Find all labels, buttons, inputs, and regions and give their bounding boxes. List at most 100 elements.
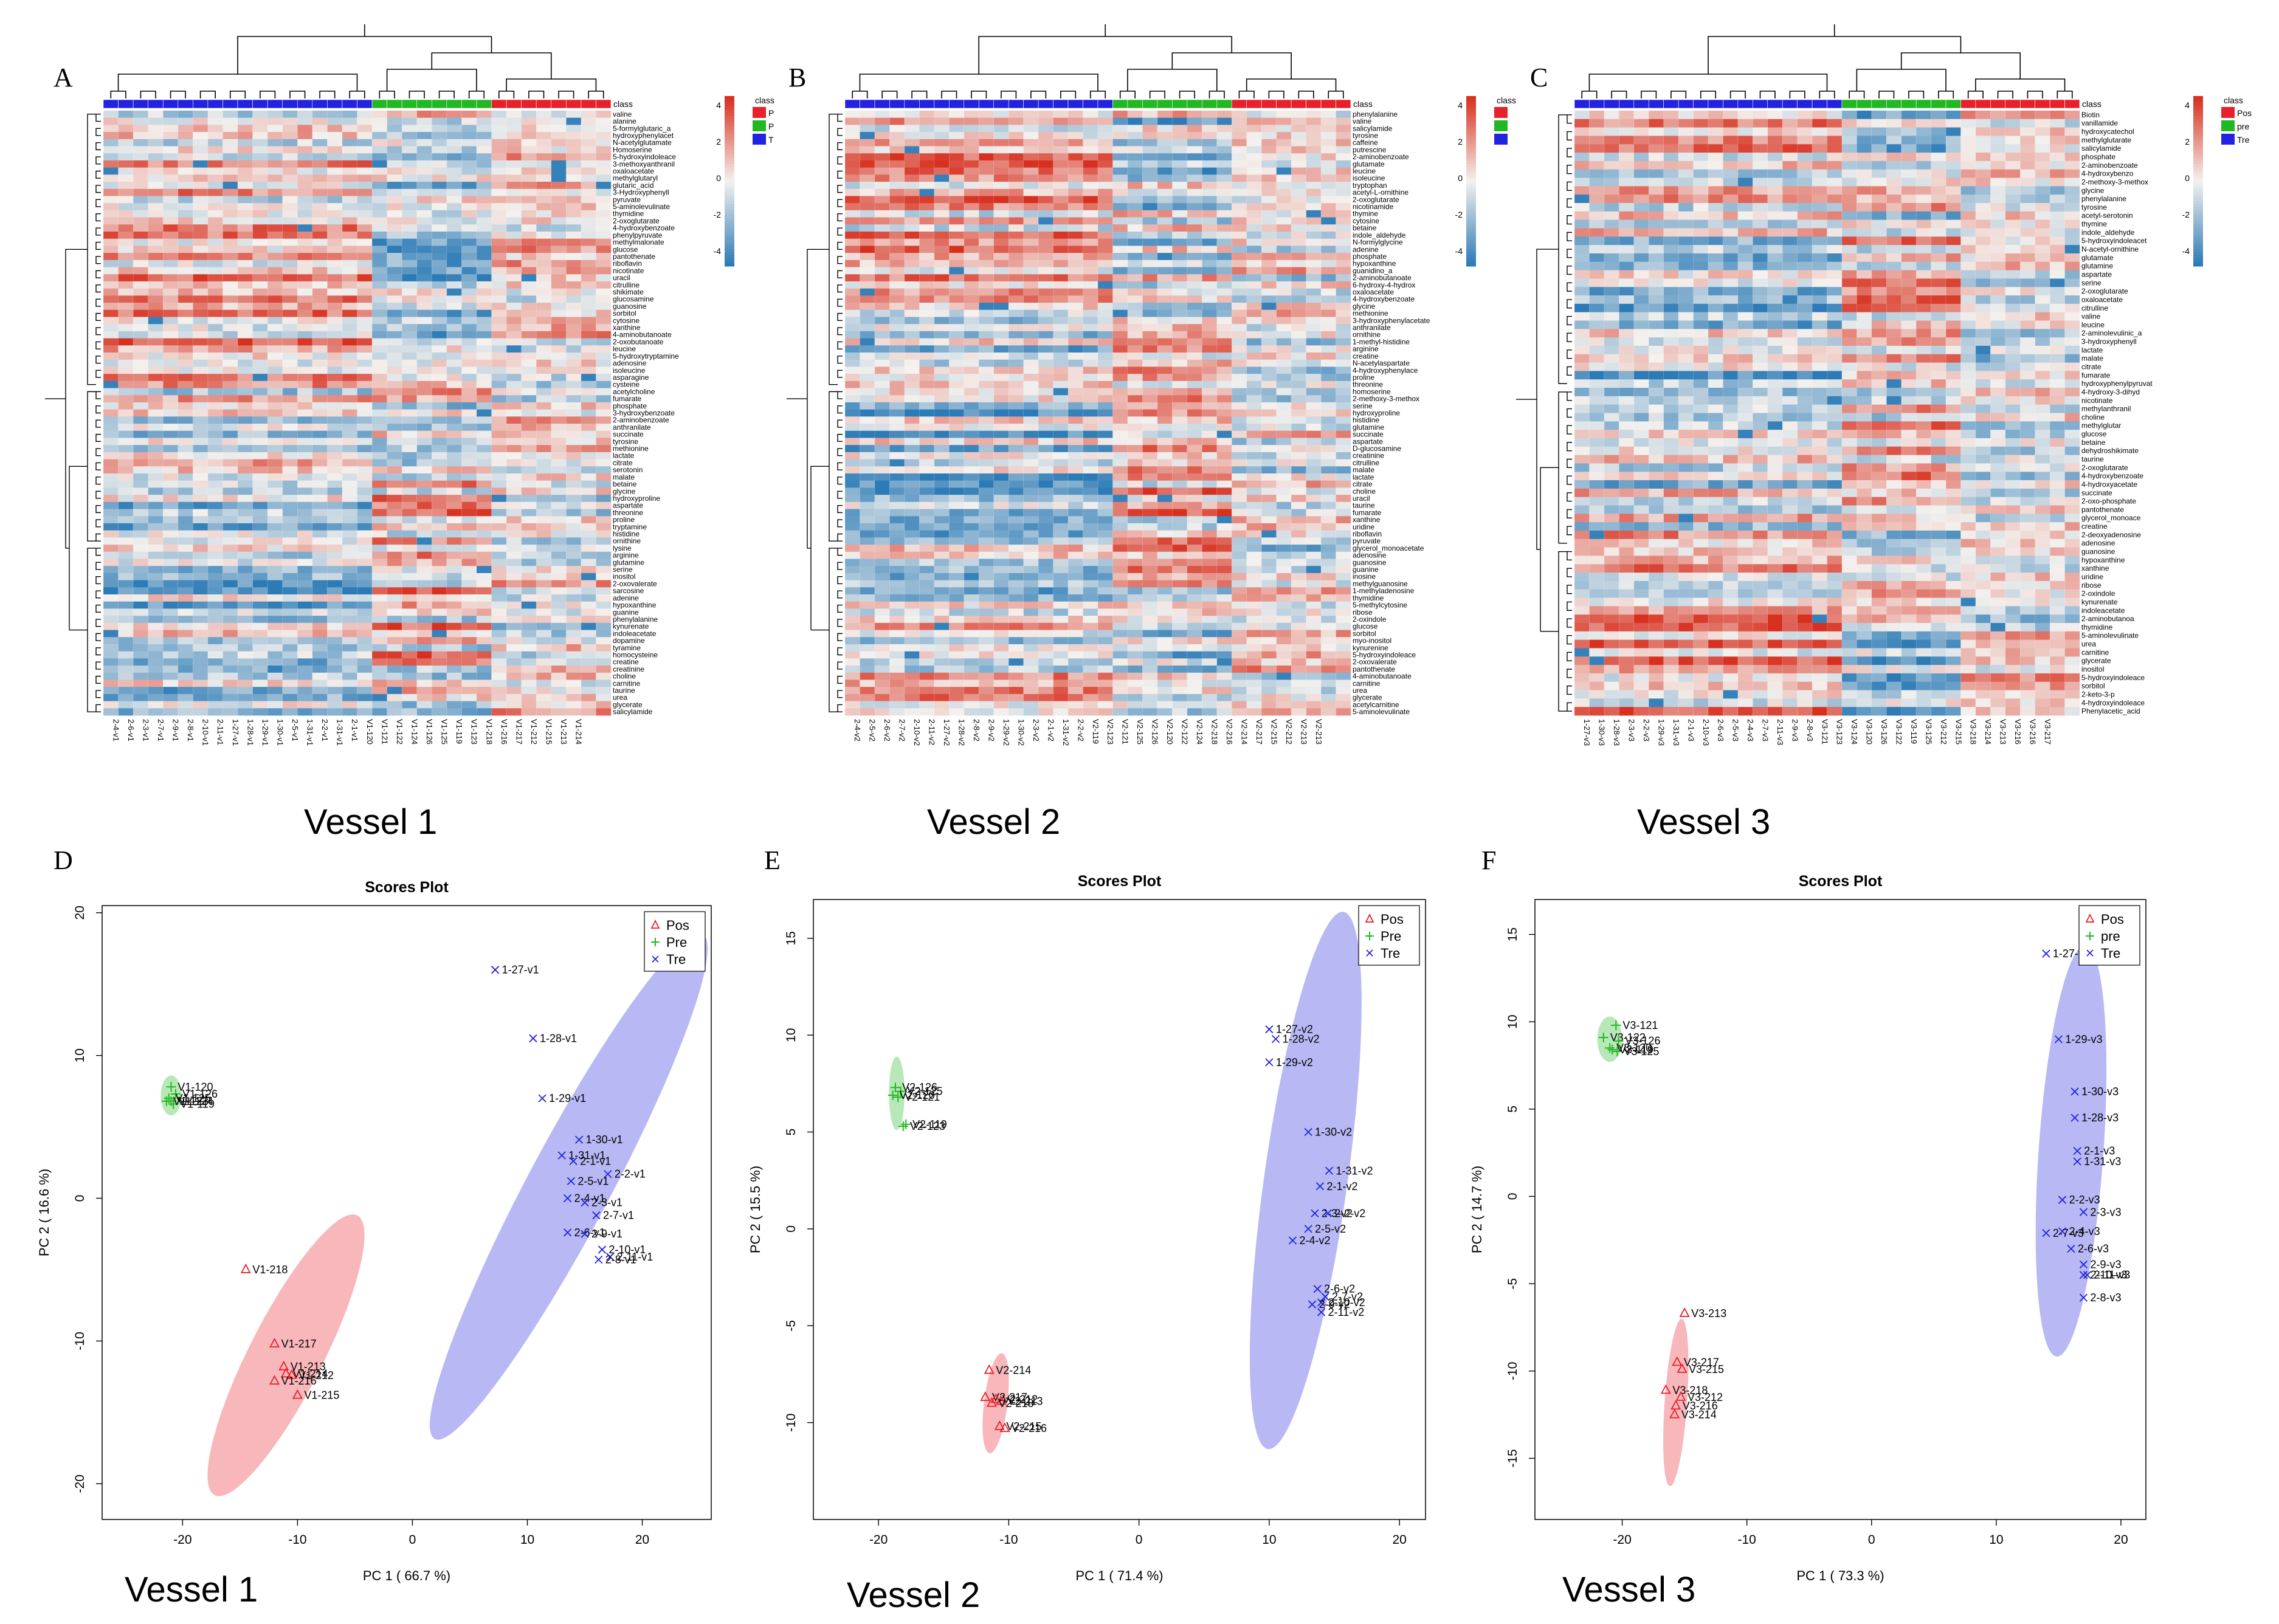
heatmap-cell	[596, 672, 612, 680]
heatmap-cell	[416, 210, 432, 218]
heatmap-cell	[148, 139, 164, 146]
heatmap-cell	[416, 224, 432, 232]
heatmap-grid	[103, 111, 612, 715]
heatmap-cell	[342, 288, 357, 296]
heatmap-cell	[402, 182, 418, 190]
heatmap-cell	[1098, 651, 1113, 659]
heatmap-cell	[372, 246, 388, 253]
heatmap-cell	[282, 480, 298, 488]
heatmap-cell	[1157, 424, 1173, 432]
heatmap-cell	[1068, 409, 1083, 417]
heatmap-cell	[860, 359, 875, 367]
heatmap-cell	[387, 174, 402, 182]
heatmap-cell	[103, 566, 119, 574]
row-label: 5-hydroxytryptamine	[613, 352, 679, 360]
heatmap-cell	[207, 430, 223, 438]
heatmap-cell	[1038, 281, 1053, 289]
heatmap-cell	[1008, 210, 1024, 218]
heatmap-cell	[949, 658, 965, 666]
heatmap-cell	[118, 601, 134, 609]
heatmap-cell	[163, 309, 179, 317]
heatmap-cell	[1142, 139, 1158, 146]
heatmap-cell	[327, 438, 343, 446]
heatmap-cell	[446, 139, 462, 146]
heatmap-cell	[402, 445, 418, 453]
heatmap-cell	[1068, 146, 1083, 154]
heatmap-cell	[148, 125, 164, 132]
heatmap-cell	[372, 587, 388, 595]
heatmap-cell	[1038, 395, 1053, 403]
heatmap-cell	[860, 416, 875, 424]
heatmap-cell	[1068, 338, 1083, 346]
heatmap-cell	[904, 573, 920, 580]
heatmap-cell	[1083, 353, 1098, 360]
heatmap-cell	[979, 651, 995, 659]
heatmap-cell	[148, 701, 164, 709]
heatmap-cell	[207, 608, 223, 616]
row-label: methylmalonate	[613, 238, 664, 247]
class-bar-cell	[267, 99, 283, 109]
heatmap-cell	[1068, 295, 1083, 303]
heatmap-cell	[1112, 687, 1128, 695]
heatmap-cell	[919, 573, 935, 580]
heatmap-cell	[193, 160, 209, 168]
heatmap-cell	[446, 473, 462, 481]
heatmap-cell	[889, 644, 905, 652]
heatmap-cell	[357, 288, 373, 296]
heatmap-cell	[874, 672, 890, 680]
heatmap-cell	[476, 459, 492, 467]
heatmap-cell	[506, 580, 522, 588]
heatmap-cell	[964, 680, 979, 687]
heatmap-cell	[282, 345, 298, 353]
heatmap-cell	[252, 303, 268, 311]
heatmap-cell	[934, 217, 950, 225]
heatmap-cell	[461, 466, 477, 474]
heatmap-cell	[491, 630, 507, 638]
heatmap-cell	[297, 117, 313, 125]
heatmap-cell	[1112, 232, 1128, 239]
heatmap-cell	[357, 253, 373, 261]
heatmap-cell	[1098, 658, 1113, 666]
heatmap-cell	[506, 559, 522, 566]
heatmap-cell	[252, 530, 268, 538]
heatmap-cell	[103, 353, 119, 360]
heatmap-cell	[103, 232, 119, 239]
heatmap-cell	[889, 139, 905, 146]
heatmap-cell	[566, 353, 582, 360]
heatmap-cell	[446, 573, 462, 580]
heatmap-cell	[1053, 537, 1069, 545]
heatmap-cell	[178, 309, 193, 317]
heatmap-cell	[148, 153, 164, 161]
heatmap-cell	[193, 466, 209, 474]
heatmap-cell	[506, 359, 522, 367]
heatmap-cell	[1053, 402, 1069, 410]
heatmap-cell	[372, 559, 388, 566]
row-label: 2-oxoglutarate	[613, 216, 660, 225]
heatmap-cell	[845, 693, 860, 701]
heatmap-cell	[327, 324, 343, 332]
heatmap-cell	[566, 174, 582, 182]
heatmap-cell	[964, 232, 979, 239]
heatmap-cell	[1083, 530, 1098, 538]
heatmap-cell	[889, 416, 905, 424]
heatmap-cell	[581, 594, 596, 602]
heatmap-cell	[1038, 495, 1053, 503]
heatmap-cell	[476, 480, 492, 488]
heatmap-cell	[402, 495, 418, 503]
heatmap-cell	[889, 146, 905, 154]
heatmap-cell	[118, 303, 134, 311]
heatmap-cell	[312, 224, 328, 232]
row-label: taurine	[613, 686, 635, 695]
heatmap-cell	[163, 303, 179, 311]
heatmap-cell	[874, 353, 890, 360]
heatmap-cell	[566, 580, 582, 588]
heatmap-cell	[1053, 409, 1069, 417]
heatmap-cell	[1127, 146, 1143, 154]
heatmap-cell	[536, 601, 552, 609]
heatmap-cell	[163, 317, 179, 325]
heatmap-cell	[904, 693, 920, 701]
heatmap-cell	[860, 573, 875, 580]
heatmap-cell	[889, 452, 905, 459]
heatmap-cell	[1038, 680, 1053, 687]
heatmap-cell	[581, 345, 596, 353]
